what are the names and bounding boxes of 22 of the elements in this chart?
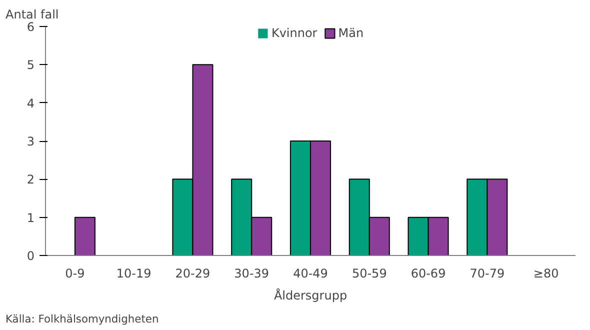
x-tick-label: 70-79: [470, 266, 505, 280]
x-tick-label: 20-29: [175, 266, 210, 280]
x-tick-label: 40-49: [293, 266, 328, 280]
x-tick-label: ≥80: [533, 266, 559, 280]
y-tick-label: 6: [26, 20, 35, 34]
legend-label: Män: [338, 26, 364, 40]
x-tick-label: 0-9: [65, 266, 85, 280]
y-tick-label: 5: [26, 58, 35, 72]
y-tick-label: 3: [26, 134, 35, 148]
y-tick-label: 1: [26, 210, 35, 225]
legend-label: Kvinnor: [271, 26, 318, 40]
bar: [74, 216, 96, 256]
text: Källa: Folkhälsomyndigheten: [6, 312, 159, 326]
y-tick-label: 0: [26, 249, 35, 263]
x-tick-label: 30-39: [234, 266, 270, 280]
x-tick-label: 60-69: [410, 266, 446, 280]
y-tick-label: 4: [26, 96, 35, 110]
y-axis-title: Antal fall: [6, 8, 59, 22]
y-tick-label: 2: [26, 172, 35, 187]
x-axis-title: Åldersgrupp: [274, 288, 348, 302]
x-tick-label: 50-59: [352, 266, 387, 280]
x-tick-label: 10-19: [116, 266, 152, 280]
